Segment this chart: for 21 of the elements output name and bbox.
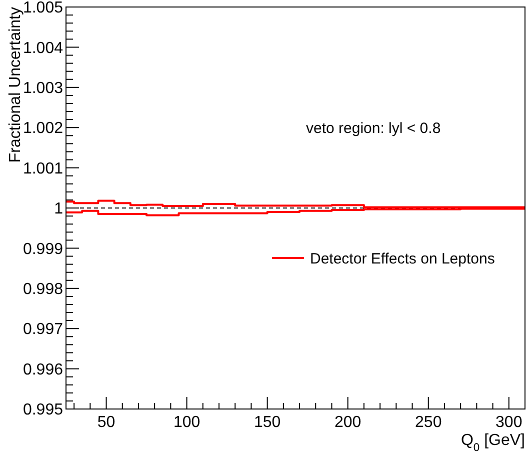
y-tick-label: 1.002: [22, 120, 64, 138]
x-tick-label: 300: [496, 414, 522, 431]
annotation: veto region: lyl < 0.8: [306, 120, 441, 137]
legend-label: Detector Effects on Leptons: [310, 250, 495, 268]
y-tick-label: 0.999: [22, 240, 64, 258]
x-tick-label: 200: [334, 414, 362, 431]
y-tick-label: 1.003: [22, 80, 64, 97]
y-tick-label: 1.001: [22, 160, 64, 178]
y-tick-label: 0.997: [22, 321, 64, 338]
x-tick-label: 150: [254, 414, 281, 431]
y-tick-label: 1.005: [22, 0, 64, 17]
x-tick-label: 100: [173, 414, 200, 431]
y-tick-label: 0.998: [22, 281, 64, 298]
x-tick-label: 250: [415, 414, 442, 431]
y-tick-label: 0.995: [22, 402, 64, 419]
y-tick-label: 1: [54, 200, 64, 218]
y-axis-title: Fractional Uncertainty: [7, 7, 24, 163]
y-tick-label: 0.996: [22, 361, 64, 378]
y-tick-label: 1.004: [22, 40, 64, 57]
x-tick-label: 50: [97, 414, 116, 431]
x-axis-title: Q$_{0}$ [GeV]: [460, 432, 525, 454]
